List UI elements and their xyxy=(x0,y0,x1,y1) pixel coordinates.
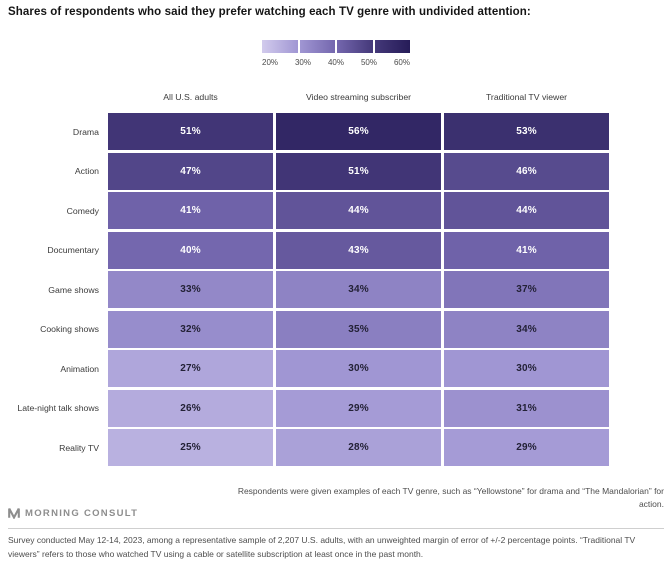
row-label: Reality TV xyxy=(59,442,99,453)
heatmap-cell: 53% xyxy=(444,113,609,150)
heatmap-cell: 37% xyxy=(444,271,609,308)
heatmap-cell: 40% xyxy=(108,231,273,269)
color-scale-bar xyxy=(262,40,410,53)
column-header: All U.S. adults xyxy=(163,92,218,102)
heatmap-cell: 30% xyxy=(276,350,441,387)
heatmap-cell: 29% xyxy=(276,389,441,427)
heatmap-cell: 44% xyxy=(444,192,609,229)
row-label: Cooking shows xyxy=(40,324,99,334)
heatmap-cell: 41% xyxy=(108,192,273,229)
heatmap-cell: 31% xyxy=(444,389,609,427)
heatmap-cell: 44% xyxy=(276,192,441,229)
row-label: Comedy xyxy=(66,205,99,216)
color-scale-tick: 30% xyxy=(294,58,311,67)
page-title: Shares of respondents who said they pref… xyxy=(8,6,531,18)
row-label: Animation xyxy=(60,363,99,374)
color-scale-tick: 60% xyxy=(393,58,410,67)
heatmap-cell: 34% xyxy=(276,271,441,308)
heatmap-cell: 26% xyxy=(108,389,273,427)
heatmap-cell: 56% xyxy=(276,113,441,150)
color-scale-tick: 40% xyxy=(327,58,344,67)
color-scale-segment xyxy=(299,40,335,53)
heatmap-cell: 35% xyxy=(276,310,441,348)
morning-consult-logo: MORNING CONSULT xyxy=(8,507,138,519)
heatmap-cell: 33% xyxy=(108,271,273,308)
source-note: Survey conducted May 12-14, 2023, among … xyxy=(8,535,636,559)
logo-text: MORNING CONSULT xyxy=(25,507,139,519)
color-scale-segment xyxy=(262,40,298,53)
color-scale-segment xyxy=(337,40,373,53)
row-label: Game shows xyxy=(48,284,99,295)
heatmap-cell: 34% xyxy=(444,310,609,348)
heatmap-cell: 27% xyxy=(108,350,273,387)
morning-consult-logomark-icon xyxy=(8,508,20,519)
heatmap-cell: 29% xyxy=(444,429,609,466)
heatmap-cell: 25% xyxy=(108,429,273,466)
heatmap-cell: 28% xyxy=(276,429,441,466)
color-scale-tick-labels: 20% 30% 40% 50% 60% xyxy=(262,58,410,67)
heatmap-cell: 46% xyxy=(444,152,609,190)
column-header: Traditional TV viewer xyxy=(485,92,568,102)
heatmap-cell: 41% xyxy=(444,231,609,269)
column-header: Video streaming subscriber xyxy=(305,92,412,102)
row-label: Drama xyxy=(72,126,99,137)
heatmap-cell: 43% xyxy=(276,231,441,269)
row-label: Action xyxy=(74,166,99,176)
column-headers: All U.S. adults Video streaming subscribe… xyxy=(108,92,609,102)
color-scale-legend: 20% 30% 40% 50% 60% xyxy=(262,40,410,67)
heatmap-cell: 32% xyxy=(108,310,273,348)
row-label: Late-night talk shows xyxy=(17,403,99,413)
color-scale-segment xyxy=(374,40,410,53)
color-scale-tick: 50% xyxy=(360,58,377,67)
heatmap-grid: Drama 51% 56% 53% Action 47% 51% 46% Comedy 41% 44… xyxy=(5,113,609,466)
footnote: Respondents were given examples of each … xyxy=(237,486,664,509)
heatmap-cell: 51% xyxy=(108,113,273,150)
heatmap-cell: 51% xyxy=(276,152,441,190)
heatmap-cell: 30% xyxy=(444,350,609,387)
heatmap-cell: 47% xyxy=(108,152,273,190)
row-label: Documentary xyxy=(47,245,99,255)
divider-line xyxy=(8,528,664,529)
color-scale-tick: 20% xyxy=(262,58,279,67)
